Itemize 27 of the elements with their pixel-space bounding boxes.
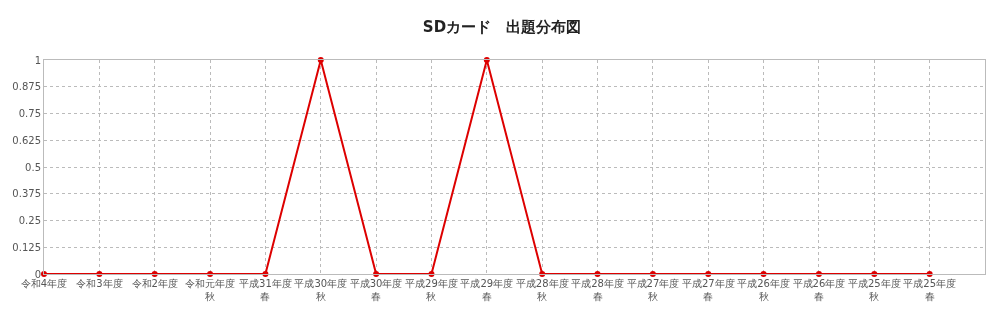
x-tick-label: 平成29年度秋	[405, 278, 458, 302]
y-tick-label: 0.25	[18, 215, 41, 226]
x-tick-label: 平成27年度春	[681, 278, 735, 302]
x-tick-label: 平成27年度秋	[626, 278, 680, 302]
x-tick-label: 令和3年度	[76, 278, 123, 289]
y-tick-label: 0.75	[18, 108, 41, 119]
chart-title: SDカード 出題分布図	[422, 18, 582, 37]
x-tick-label: 平成25年度秋	[847, 278, 901, 302]
x-tick-label: 令和2年度	[131, 278, 178, 289]
x-tick-label: 平成30年度春	[349, 278, 403, 302]
y-tick-label: 0.875	[12, 81, 41, 93]
x-tick-label: 平成29年度春	[460, 278, 514, 302]
x-tick-label: 平成26年度春	[792, 278, 846, 302]
x-tick-label: 平成31年度春	[239, 278, 292, 302]
x-tick-label: 平成28年度秋	[515, 278, 569, 302]
x-tick-label: 令和4年度	[20, 278, 68, 289]
y-tick-label: 0.5	[25, 161, 41, 173]
y-tick-label: 1	[34, 54, 41, 66]
x-tick-label: 平成26年度秋	[737, 278, 790, 302]
y-tick-label: 0.125	[12, 241, 41, 253]
x-tick-label: 平成30年度秋	[294, 278, 348, 302]
y-tick-label: 0.375	[12, 188, 41, 200]
x-tick-label: 令和元年度秋	[185, 278, 236, 302]
y-tick-label: 0	[34, 268, 41, 280]
x-tick-label: 平成28年度春	[571, 278, 624, 302]
y-tick-label: 0.625	[12, 134, 41, 146]
x-tick-label: 平成25年度春	[903, 278, 957, 302]
